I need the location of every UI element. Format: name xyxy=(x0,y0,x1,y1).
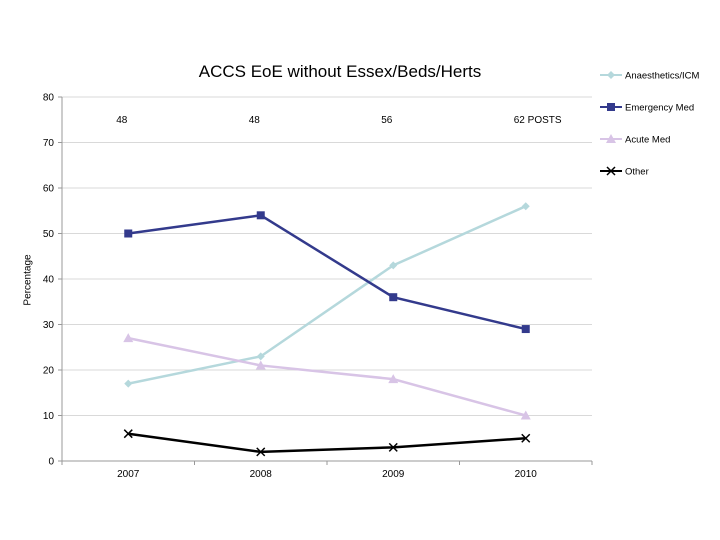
legend-label-emergency-med: Emergency Med xyxy=(625,103,694,114)
data-point-other xyxy=(123,429,133,439)
chart-title: ACCS EoE without Essex/Beds/Herts xyxy=(198,62,482,81)
data-point-emergency-med xyxy=(521,325,530,334)
y-tick-label: 60 xyxy=(43,184,55,195)
y-tick-label: 20 xyxy=(43,366,55,377)
series-line-other xyxy=(128,432,526,454)
x-tick-label: 2010 xyxy=(515,469,538,480)
data-point-other xyxy=(521,433,531,443)
y-tick-label: 30 xyxy=(43,320,55,331)
x-tick-label: 2007 xyxy=(117,469,140,480)
series-line-emergency-med xyxy=(128,214,527,331)
legend-label-other: Other xyxy=(625,167,649,178)
y-tick-label: 70 xyxy=(43,138,55,149)
legend-marker-acute-med xyxy=(606,134,616,143)
data-point-anaesthetics-icm xyxy=(521,202,530,211)
y-tick-label: 80 xyxy=(43,93,55,104)
y-tick-label: 50 xyxy=(43,229,55,240)
data-point-other xyxy=(256,447,266,457)
y-tick-label: 0 xyxy=(48,457,54,468)
data-point-emergency-med xyxy=(256,211,265,220)
data-point-acute-med xyxy=(520,410,531,420)
data-point-acute-med xyxy=(123,333,134,343)
posts-annotation: 56 xyxy=(381,115,393,126)
data-point-anaesthetics-icm xyxy=(256,352,265,361)
data-point-emergency-med xyxy=(389,293,398,302)
posts-annotation: 62 POSTS xyxy=(514,115,562,126)
data-point-anaesthetics-icm xyxy=(124,379,133,388)
legend-marker-emergency-med xyxy=(607,103,615,111)
data-point-anaesthetics-icm xyxy=(389,261,398,270)
series-line-anaesthetics-icm xyxy=(127,205,527,385)
legend-label-anaesthetics-icm: Anaesthetics/ICM xyxy=(625,71,700,82)
series-line-acute-med xyxy=(127,336,527,417)
legend-marker-other xyxy=(606,166,616,176)
data-point-other xyxy=(388,442,398,452)
data-point-acute-med xyxy=(388,374,399,384)
y-tick-label: 10 xyxy=(43,411,55,422)
y-tick-label: 40 xyxy=(43,275,55,286)
posts-annotation: 48 xyxy=(249,115,261,126)
posts-annotation: 48 xyxy=(116,115,128,126)
data-point-emergency-med xyxy=(124,229,133,238)
legend-label-acute-med: Acute Med xyxy=(625,135,670,146)
legend-marker-anaesthetics-icm xyxy=(607,71,615,79)
x-tick-label: 2009 xyxy=(382,469,405,480)
data-point-acute-med xyxy=(255,360,266,370)
x-tick-label: 2008 xyxy=(250,469,273,480)
